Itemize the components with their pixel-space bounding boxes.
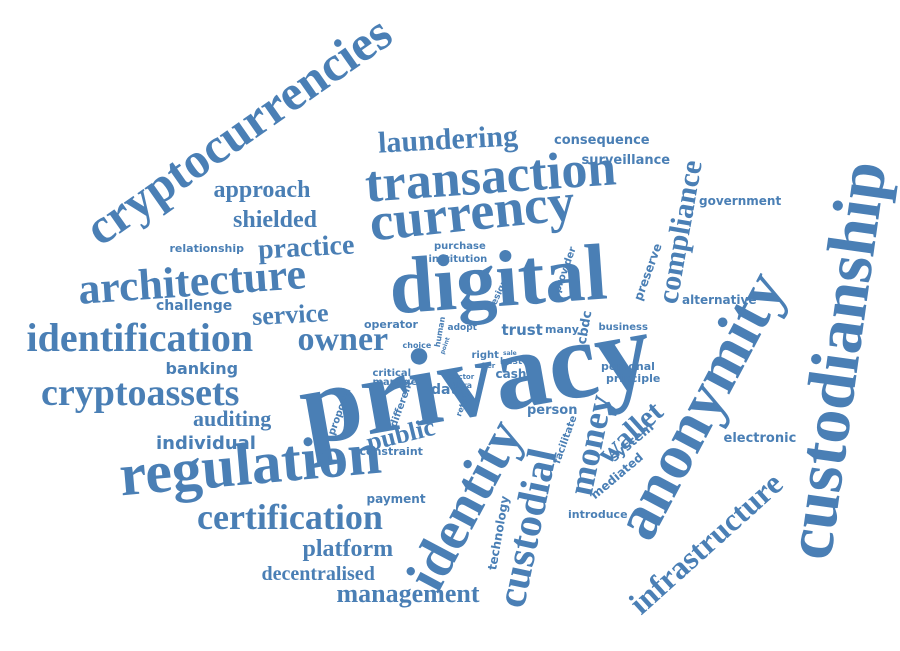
word-offer: offer (476, 361, 496, 370)
word-decentralised: decentralised (261, 563, 375, 585)
word-platform: platform (302, 536, 394, 562)
word-data: data (431, 382, 467, 398)
word-business: business (598, 322, 648, 333)
word-cash: cash (495, 367, 527, 381)
word-institution: institution (428, 254, 488, 265)
word-purchase: purchase (434, 241, 486, 252)
word-right: right (471, 350, 499, 361)
word-auditing: auditing (193, 406, 272, 431)
word-service: service (250, 298, 329, 331)
word-certification: certification (197, 497, 383, 537)
word-custodianship: custodianship (769, 156, 900, 564)
word-sector: sector (449, 372, 475, 381)
word-trust: trust (501, 320, 543, 339)
word-operator: operator (364, 317, 418, 331)
word-practice: practice (257, 229, 356, 266)
word-electronic: electronic (723, 430, 797, 446)
word-individual: individual (156, 433, 256, 454)
word-compliance: compliance (650, 157, 709, 307)
word-consequence: consequence (554, 132, 650, 148)
word-constraint: constraint (359, 444, 423, 458)
word-adopt: adopt (447, 322, 477, 333)
word-management: management (336, 579, 480, 608)
word-shielded: shielded (233, 207, 318, 233)
word-owner: owner (297, 321, 389, 358)
word-choice: choice (402, 341, 432, 350)
word-libra: libra (451, 381, 473, 390)
word-government: government (699, 194, 782, 208)
word-best: best (500, 356, 523, 367)
word-principle: principle (606, 371, 661, 385)
word-introduce: introduce (568, 507, 628, 521)
word-many: many (545, 322, 579, 336)
word-critical: critical (372, 368, 412, 379)
word-relationship: relationship (169, 241, 245, 255)
word-manage: manage (372, 377, 418, 388)
word-surveillance: surveillance (581, 152, 671, 168)
word-identification: identification (26, 315, 254, 360)
word-payment: payment (366, 492, 426, 506)
word-challenge: challenge (156, 298, 233, 314)
word-banking: banking (165, 359, 239, 378)
word-sale: sale (503, 350, 517, 357)
word-alternative: alternative (682, 293, 757, 307)
word-cryptoassets: cryptoassets (41, 372, 240, 414)
word-laundering: laundering (377, 119, 519, 160)
word-approach: approach (213, 177, 311, 203)
word-person: person (527, 402, 578, 418)
word-personal: personal (601, 359, 655, 373)
